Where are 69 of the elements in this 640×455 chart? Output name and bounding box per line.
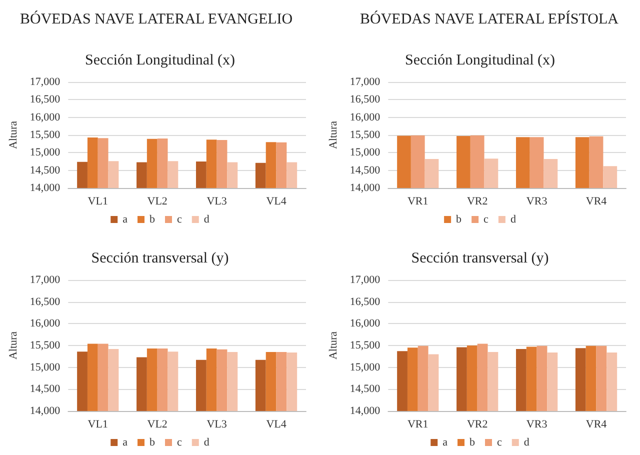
y-tick-label: 14,000: [30, 182, 61, 194]
x-tick-label: VL3: [206, 418, 228, 430]
x-tick-label: VR1: [407, 418, 428, 430]
legend-label: d: [204, 214, 210, 226]
y-tick-label: 15,000: [30, 361, 61, 374]
y-tick-label: 15,500: [30, 340, 61, 352]
x-tick-label: VR2: [466, 196, 488, 208]
text: BÓVEDAS NAVE LATERAL EVANGELIO: [20, 10, 293, 28]
x-tick-label: VL3: [206, 196, 228, 208]
y-tick-label: 14,000: [350, 405, 381, 417]
y-tick-label: 16,000: [350, 111, 381, 124]
legend-label: d: [510, 214, 516, 226]
chart-title: Sección transversal (y): [91, 250, 229, 266]
y-tick-label: 16,500: [30, 94, 61, 106]
y-tick-label: 14,500: [30, 383, 61, 396]
legend-label: b: [456, 214, 462, 226]
y-tick-label: 15,500: [30, 129, 61, 141]
y-tick-label: 14,500: [30, 164, 61, 176]
y-tick-label: 16,500: [30, 296, 61, 308]
y-tick-label: 17,000: [30, 274, 61, 286]
x-tick-label: VR2: [466, 418, 488, 430]
y-tick-label: 15,500: [350, 340, 381, 352]
y-tick-label: 15,000: [350, 361, 381, 374]
legend-label: c: [177, 214, 182, 226]
x-tick-label: VL1: [88, 196, 108, 208]
x-tick-label: VL2: [147, 418, 168, 430]
x-tick-label: VR3: [526, 418, 548, 430]
legend-label: c: [497, 436, 502, 448]
legend-label: a: [122, 436, 128, 448]
y-axis-title: Altura: [8, 120, 20, 150]
chart-title: Sección transversal (y): [411, 250, 549, 266]
chart-title: Sección Longitudinal (x): [85, 52, 235, 68]
y-tick-label: 17,000: [350, 274, 381, 286]
y-axis-title: Altura: [328, 331, 340, 360]
y-tick-label: 14,000: [30, 405, 61, 417]
y-tick-label: 16,500: [350, 94, 381, 106]
y-tick-label: 17,000: [350, 76, 381, 88]
y-tick-label: 14,500: [350, 164, 381, 176]
y-tick-label: 14,500: [350, 383, 381, 396]
x-tick-label: VR4: [586, 196, 608, 208]
legend-label: a: [122, 214, 128, 226]
y-axis-title: Altura: [8, 331, 20, 360]
legend-label: b: [470, 436, 476, 448]
x-tick-label: VL4: [266, 418, 287, 430]
x-tick-label: VR3: [526, 196, 548, 208]
y-tick-label: 16,000: [30, 111, 61, 124]
legend-label: b: [150, 436, 156, 448]
y-tick-label: 16,000: [350, 318, 381, 330]
y-tick-label: 15,500: [350, 129, 381, 141]
y-tick-label: 15,000: [350, 146, 381, 159]
y-tick-label: 16,500: [350, 296, 381, 308]
chart-title: Sección Longitudinal (x): [405, 52, 555, 68]
legend-label: c: [177, 436, 182, 448]
legend-label: d: [524, 436, 530, 448]
x-tick-label: VL2: [147, 196, 168, 208]
x-tick-label: VR1: [407, 196, 428, 208]
x-tick-label: VL1: [88, 418, 108, 430]
legend-label: d: [204, 436, 210, 448]
y-tick-label: 14,000: [350, 182, 381, 194]
y-tick-label: 17,000: [30, 76, 61, 88]
x-tick-label: VR4: [586, 418, 608, 430]
y-tick-label: 15,000: [30, 146, 61, 159]
legend-label: c: [484, 214, 489, 226]
y-tick-label: 16,000: [30, 318, 61, 330]
text: BÓVEDAS NAVE LATERAL EPÍSTOLA: [360, 10, 619, 28]
legend-label: a: [442, 436, 448, 448]
y-axis-title: Altura: [328, 120, 340, 150]
x-tick-label: VL4: [266, 196, 287, 208]
legend-label: b: [150, 214, 156, 226]
